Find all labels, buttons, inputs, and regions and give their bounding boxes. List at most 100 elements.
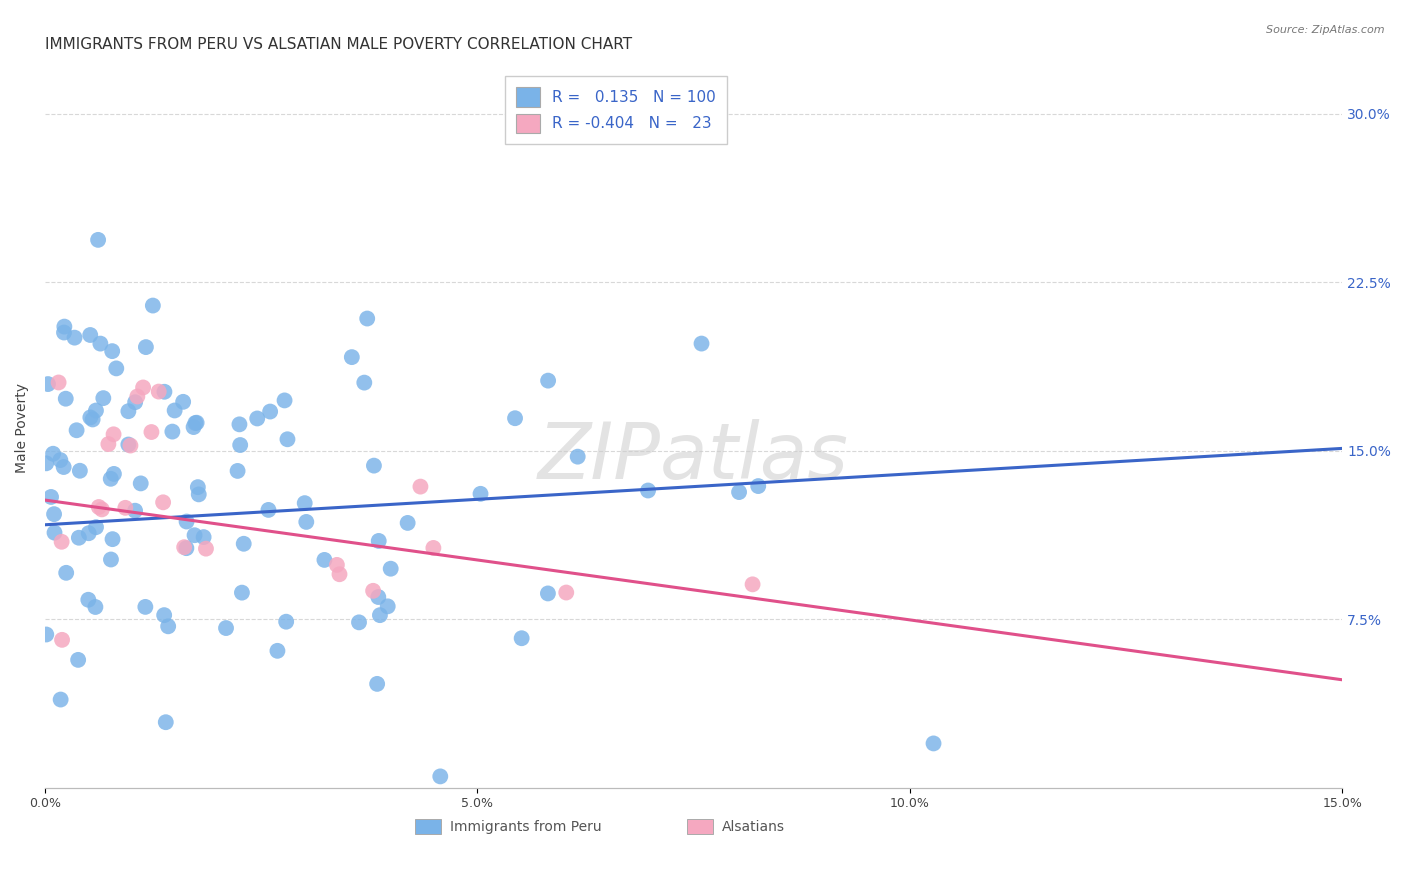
Point [367,533,389,548]
Point [363,458,385,473]
Point [77,592,100,607]
Point [117,437,139,451]
Point [276,615,298,629]
Point [129,476,152,491]
Point [173,540,195,554]
Point [162,425,184,439]
Point [259,404,281,418]
Point [429,769,451,783]
Text: ZIPatlas: ZIPatlas [538,419,849,495]
Point [157,619,180,633]
Point [295,515,318,529]
Point [77,526,100,541]
Point [367,590,389,604]
Point [87,500,110,514]
Point [176,541,198,556]
Point [44,525,66,540]
Point [228,417,250,432]
Point [741,577,763,591]
Point [63,331,86,345]
Point [53,319,76,334]
Point [35,627,58,641]
Point [637,483,659,498]
Text: Source: ZipAtlas.com: Source: ZipAtlas.com [1267,25,1385,35]
Point [728,485,751,500]
Point [232,537,254,551]
Point [246,411,269,425]
Point [152,495,174,509]
Point [142,299,165,313]
Text: IMMIGRANTS FROM PERU VS ALSATIAN MALE POVERTY CORRELATION CHART: IMMIGRANTS FROM PERU VS ALSATIAN MALE PO… [45,37,633,53]
Point [134,599,156,614]
Point [537,374,560,388]
Point [353,376,375,390]
Point [127,389,149,403]
Point [101,344,124,359]
Point [276,432,298,446]
Point [124,395,146,409]
Point [377,599,399,614]
Point [103,427,125,442]
Point [326,558,349,572]
Point [132,380,155,394]
Point [51,534,73,549]
Point [39,490,62,504]
Point [361,583,384,598]
FancyBboxPatch shape [688,819,713,834]
Point [101,532,124,546]
Point [314,553,336,567]
Point [922,736,945,750]
Point [690,336,713,351]
Y-axis label: Male Poverty: Male Poverty [15,384,30,473]
Text: Alsatians: Alsatians [723,820,785,834]
Point [380,562,402,576]
Point [117,404,139,418]
Point [37,377,59,392]
Point [510,632,533,646]
Point [49,692,72,706]
Point [153,608,176,623]
Point [100,472,122,486]
Point [55,566,77,580]
Point [79,410,101,425]
Point [84,520,107,534]
Point [52,460,75,475]
Point [186,416,208,430]
Point [141,425,163,439]
Point [273,393,295,408]
Point [183,528,205,542]
Point [49,453,72,467]
Point [103,467,125,481]
Point [422,541,444,555]
Point [537,586,560,600]
Point [35,456,58,470]
Point [340,350,363,364]
Point [356,311,378,326]
Point [229,438,252,452]
Point [187,480,209,494]
Point [114,500,136,515]
Point [266,644,288,658]
Point [105,361,128,376]
Point [215,621,238,635]
FancyBboxPatch shape [415,819,440,834]
Point [328,567,350,582]
Point [89,336,111,351]
Point [91,391,114,405]
Point [163,403,186,417]
Point [184,416,207,430]
Point [183,420,205,434]
Point [148,384,170,399]
Point [187,487,209,501]
Point [67,653,90,667]
Point [97,437,120,451]
Point [55,392,77,406]
Point [67,531,90,545]
Point [135,340,157,354]
Point [368,608,391,623]
Point [176,515,198,529]
Point [747,479,769,493]
Point [153,384,176,399]
Point [193,530,215,544]
Point [257,503,280,517]
